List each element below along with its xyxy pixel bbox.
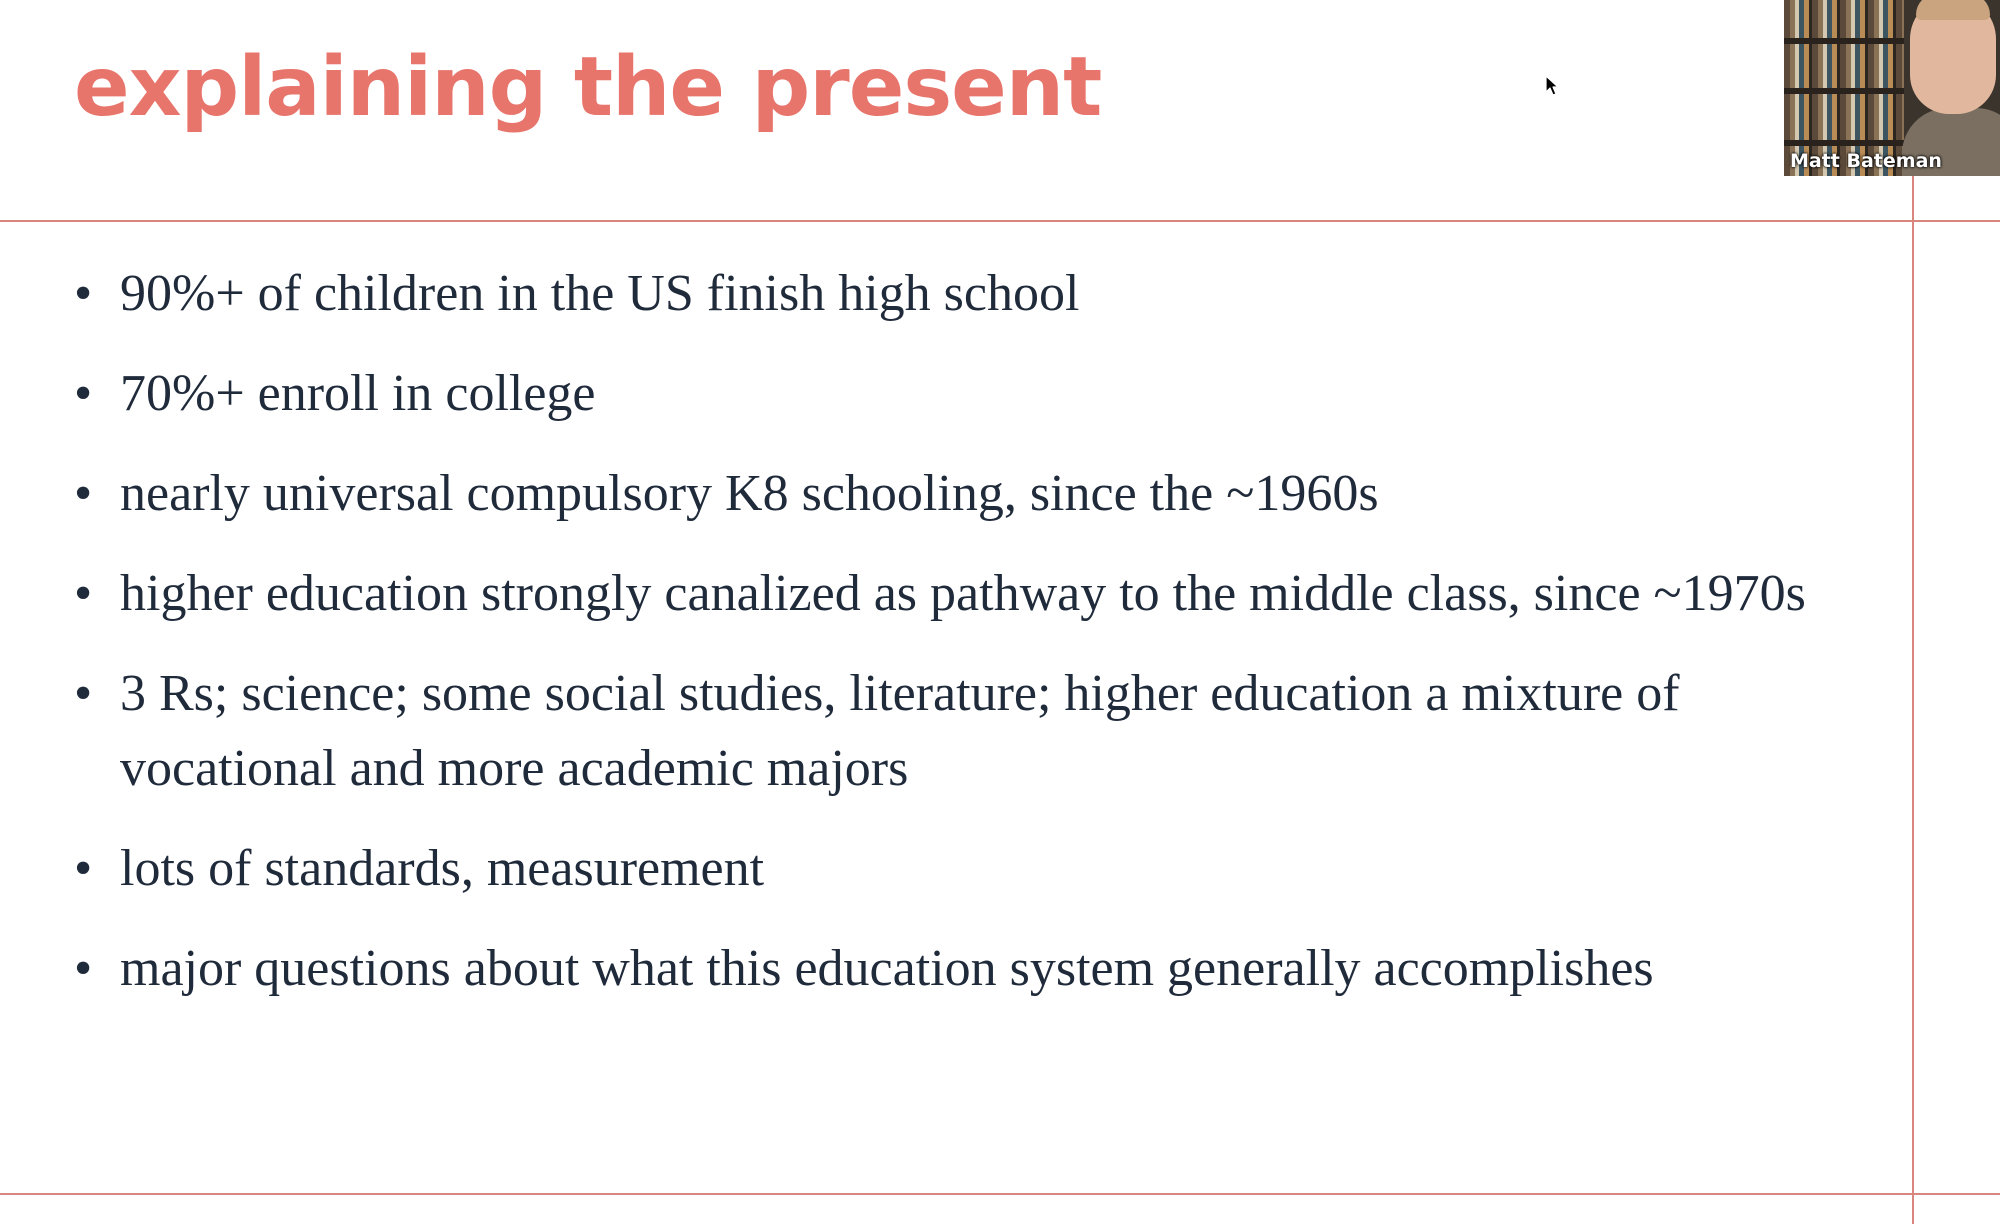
participant-body	[1902, 108, 2000, 176]
shelf-board	[1784, 38, 1904, 44]
title-divider	[0, 220, 2000, 222]
bullet-text: lots of standards, measurement	[120, 840, 765, 897]
bullet-icon: •	[74, 465, 93, 522]
participant-name-label: Matt Bateman	[1790, 150, 1942, 172]
list-item: • 90%+ of children in the US finish high…	[74, 256, 1884, 331]
list-item: • 3 Rs; science; some social studies, li…	[74, 656, 1884, 806]
right-margin-line	[1912, 176, 1914, 1224]
mouse-pointer-icon	[1545, 75, 1559, 96]
bookshelf-background	[1784, 0, 1904, 176]
participant-hair	[1916, 0, 1990, 20]
bullet-icon: •	[74, 665, 93, 722]
bullet-icon: •	[74, 940, 93, 997]
participant-video-tile[interactable]: Matt Bateman	[1784, 0, 2000, 176]
slide-title: explaining the present	[74, 40, 1102, 135]
bullet-text: nearly universal compulsory K8 schooling…	[120, 465, 1379, 522]
list-item: • higher education strongly canalized as…	[74, 556, 1884, 631]
bullet-text: 70%+ enroll in college	[120, 365, 596, 422]
bullet-text: 3 Rs; science; some social studies, lite…	[120, 665, 1680, 797]
bullet-text: 90%+ of children in the US finish high s…	[120, 265, 1080, 322]
bullet-text: major questions about what this educatio…	[120, 940, 1654, 997]
bottom-divider	[0, 1193, 2000, 1195]
bullet-list: • 90%+ of children in the US finish high…	[74, 256, 1884, 1031]
list-item: • major questions about what this educat…	[74, 931, 1884, 1006]
bullet-icon: •	[74, 365, 93, 422]
shelf-board	[1784, 140, 1904, 146]
list-item: • nearly universal compulsory K8 schooli…	[74, 456, 1884, 531]
shelf-board	[1784, 88, 1904, 94]
list-item: • lots of standards, measurement	[74, 831, 1884, 906]
bullet-icon: •	[74, 265, 93, 322]
bullet-icon: •	[74, 565, 93, 622]
bullet-text: higher education strongly canalized as p…	[120, 565, 1806, 622]
list-item: • 70%+ enroll in college	[74, 356, 1884, 431]
bullet-icon: •	[74, 840, 93, 897]
